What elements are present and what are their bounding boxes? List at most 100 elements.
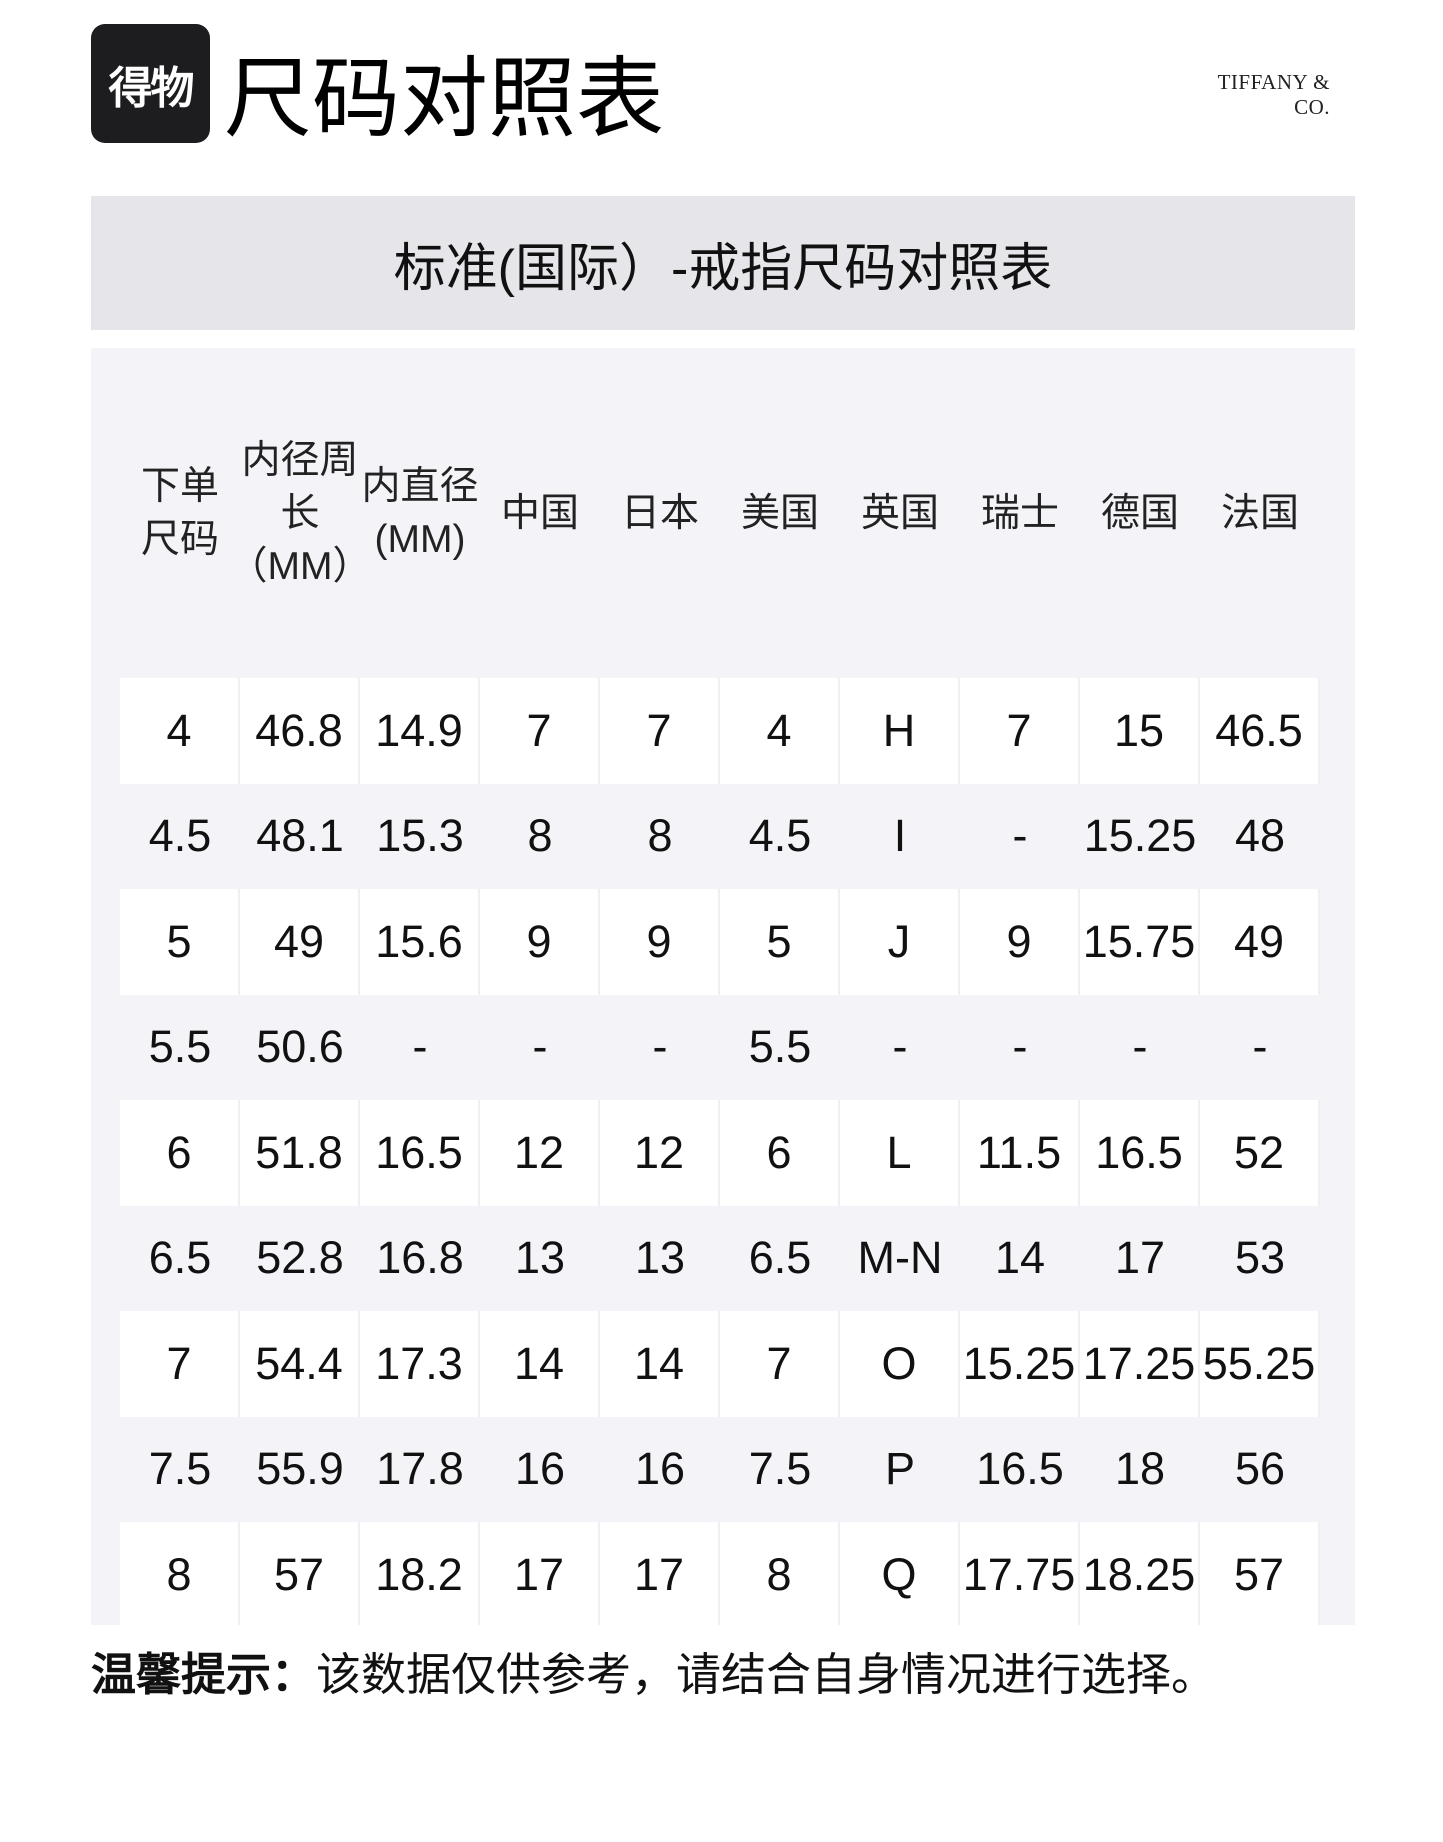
table-cell: - [1012,810,1028,862]
table-cell: 49 [240,889,360,995]
table-cell: 14 [994,1232,1046,1284]
header-cell: 美国 [720,348,840,678]
header-line: 日本 [620,491,699,535]
header-line: 英国 [860,491,939,535]
table-cell: 8 [120,1522,240,1625]
table-cell: 7 [720,1311,840,1417]
table-cell: 14 [600,1311,720,1417]
table-row: 6.5 52.8 16.8 13 13 6.5 M-N 14 17 53 [120,1206,1320,1312]
table-cell: 57 [240,1522,360,1625]
table-cell: - [532,1021,548,1073]
table-title: 标准(国际）-戒指尺码对照表 [393,239,1053,298]
table-cell: O [840,1311,960,1417]
table-cell: 9 [960,889,1080,995]
table-cell: 5 [720,889,840,995]
table-cell: 7 [600,678,720,784]
header-cell: 德国 [1080,348,1200,678]
table-cell: 17.75 [960,1522,1080,1625]
table-cell: 12 [600,1100,720,1206]
table-cell: 17.3 [360,1311,480,1417]
table-cell: 16 [514,1443,566,1495]
table-cell: 16 [634,1443,686,1495]
header-line: 长 [280,491,320,535]
table-cell: 17.8 [376,1443,464,1495]
table-cell: 55.9 [256,1443,344,1495]
table-cell: H [840,678,960,784]
header-line: （MM） [228,544,372,588]
table-cell: 18 [1114,1443,1166,1495]
table-cell: 48.1 [256,810,344,862]
logo-text: 得物 [108,63,195,113]
header-cell: 法国 [1200,348,1320,678]
table-cell: 50.6 [256,1021,344,1073]
table-cell: 46.5 [1200,678,1320,784]
table-cell: 6.5 [148,1232,212,1284]
table-cell: 16.5 [976,1443,1064,1495]
table-cell: 48 [1234,810,1286,862]
table-row: 5.5 50.6 - - - 5.5 - - - - [120,995,1320,1101]
header-line: 瑞士 [980,491,1059,535]
table-cell: Q [840,1522,960,1625]
table-cell: 7 [960,678,1080,784]
table-cell: 54.4 [240,1311,360,1417]
table-header: 下单 尺码 内径周长 （MM） 内直径 (MM) 中国 日本 美国 英国 瑞士 德国 法国 [120,348,1320,678]
header-line: 法国 [1220,491,1299,535]
table-cell: - [1132,1021,1148,1073]
table-cell: 7.5 [148,1443,212,1495]
header-cell: 中国 [480,348,600,678]
table-body: 4 46.8 14.9 7 7 4 H 7 15 46.5 4.5 48.1 15.3 8 8 4.5 I -15… [120,678,1320,1625]
table-cell: 16.5 [1080,1100,1200,1206]
header-line: 内直径 [361,465,479,508]
table-cell: 15.3 [376,810,464,862]
table-cell: 52.8 [256,1232,344,1284]
table-cell: 14.9 [360,678,480,784]
table-cell: 18.25 [1080,1522,1200,1625]
table-row: 7.5 55.9 17.8 16 16 7.5 P 16.5 18 56 [120,1417,1320,1523]
table-cell: 15.75 [1080,889,1200,995]
table-cell: 7 [120,1311,240,1417]
table-row: 5 49 15.6 9 9 5 J 9 15.75 49 [120,889,1320,995]
header-cell: 日本 [600,348,720,678]
table-cell: - [652,1021,668,1073]
table-cell: 13 [514,1232,566,1284]
table-cell: 8 [720,1522,840,1625]
header-line: 中国 [500,491,579,535]
table-cell: 55.25 [1200,1311,1320,1417]
table-cell: 56 [1234,1443,1286,1495]
table-cell: 7 [480,678,600,784]
table-cell: - [1252,1021,1268,1073]
table-cell: 9 [600,889,720,995]
table-cell: L [840,1100,960,1206]
header-cell: 瑞士 [960,348,1080,678]
table-cell: 57 [1200,1522,1320,1625]
header-line: 下单 [140,465,219,508]
table-cell: 13 [634,1232,686,1284]
table-cell: M-N [857,1232,943,1284]
header-cell: 下单 尺码 [120,348,240,678]
table-cell: P [884,1443,915,1495]
brand-logo: TIFFANY & CO. [1217,70,1330,119]
header-line: 尺码 [140,518,219,561]
table-cell: 5.5 [148,1021,212,1073]
table-cell: 9 [480,889,600,995]
table-cell: 16.5 [360,1100,480,1206]
table-cell: 11.5 [960,1100,1080,1206]
table-cell: 5 [120,889,240,995]
table-cell: - [1012,1021,1028,1073]
table-cell: 51.8 [240,1100,360,1206]
table-cell: 4.5 [148,810,212,862]
table-cell: 5.5 [748,1021,812,1073]
table-cell: 46.8 [240,678,360,784]
table-cell: 6 [720,1100,840,1206]
table-row: 7 54.4 17.3 14 14 7 O 15.25 17.25 55.25 [120,1311,1320,1417]
table-cell: - [892,1021,908,1073]
table-cell: 14 [480,1311,600,1417]
table-cell: 16.8 [376,1232,464,1284]
header-line: 德国 [1100,491,1179,535]
table-cell: 6.5 [748,1232,812,1284]
header-line: 美国 [740,491,819,535]
dewu-logo: 得物 [91,24,210,143]
table-cell: J [840,889,960,995]
table-cell: 4.5 [748,810,812,862]
table-cell: 15.25 [960,1311,1080,1417]
